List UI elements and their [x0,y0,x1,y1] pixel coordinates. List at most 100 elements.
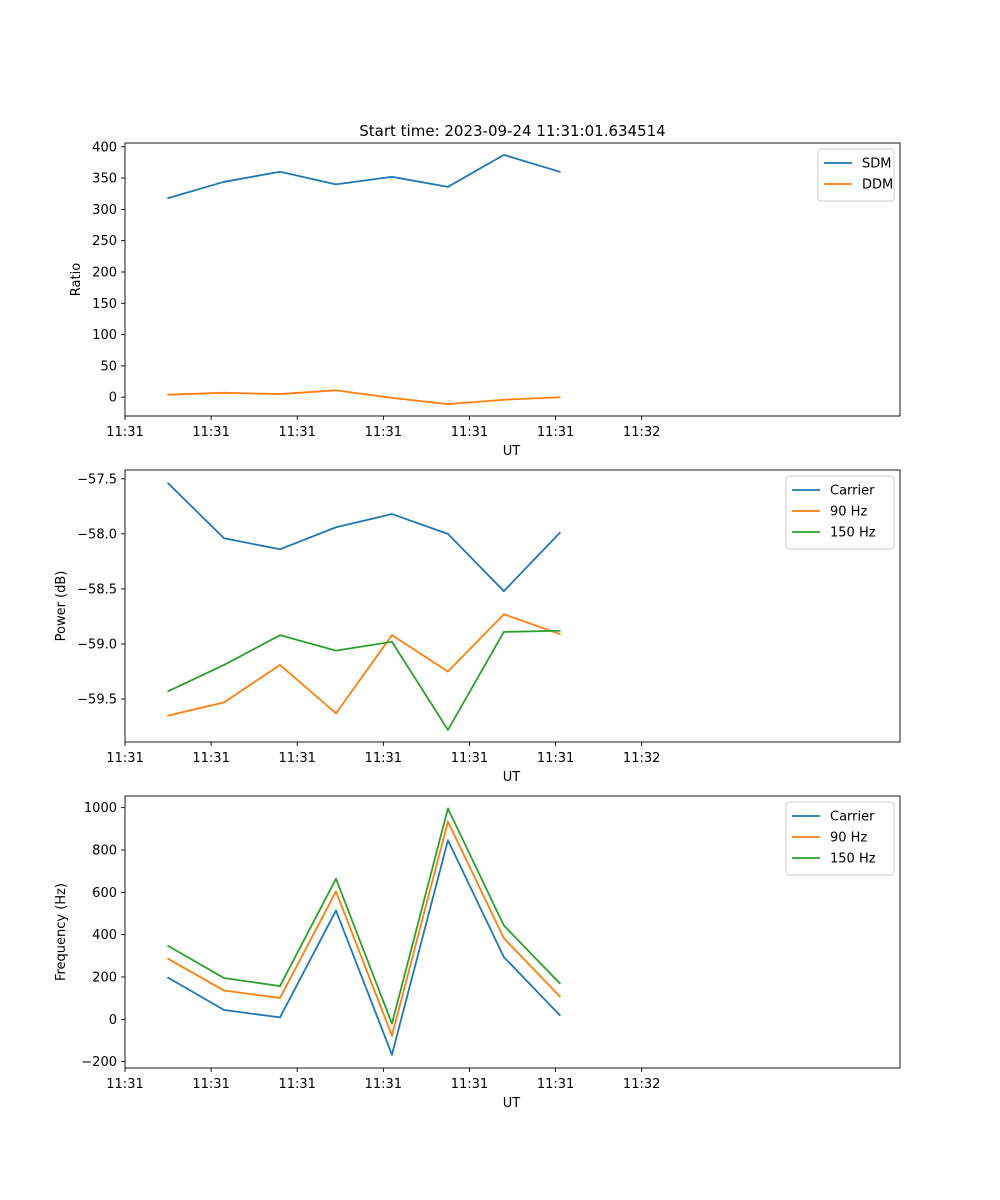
data-point-sdm [391,175,393,178]
data-point-90-hz [558,633,561,635]
x-tick-label: 11:31 [537,751,574,766]
data-point-150-hz [335,877,337,880]
plots: 11:31 11:31 11:31 11:31 11:31 11:31 11:32 0 50 10… [54,140,901,1111]
series-line-150-hz [167,629,560,731]
data-point-ddm [391,396,393,399]
y-tick-label: 600 [92,886,117,901]
y-tick-label: −59.0 [77,637,117,652]
x-tick-label: 11:31 [192,425,229,440]
data-point-150-hz [335,649,337,652]
data-point-ddm [223,391,225,394]
data-point-150-hz [223,977,225,979]
data-point-90-hz [279,664,281,666]
legend-label: Carrier [830,484,875,499]
data-point-150-hz [391,640,393,643]
data-point-150-hz [447,807,449,810]
y-tick-label: −58.0 [77,527,117,542]
data-point-90-hz [167,714,169,717]
data-point-carrier [391,1053,393,1056]
data-point-90-hz [223,989,225,992]
x-tick-label: 11:31 [451,1077,488,1092]
y-tick-label: −200 [81,1055,117,1070]
data-point-90-hz [391,634,393,637]
y-axis-label: Frequency (Hz) [54,883,69,981]
data-point-carrier [335,909,337,912]
data-point-150-hz [558,982,561,985]
y-tick-label: −59.5 [77,693,117,708]
data-point-150-hz [223,664,225,666]
data-point-sdm [335,183,337,186]
y-tick-label: 0 [109,1013,117,1028]
series-line-carrier [167,839,561,1056]
series-line-150-hz [167,807,561,1025]
x-tick-label: 11:32 [623,751,660,766]
data-point-carrier [167,976,169,979]
x-tick-label: 11:31 [106,425,143,440]
x-tick-label: 11:32 [623,1077,660,1092]
legend-ratio: SDM DDM [817,148,895,202]
y-tick-label: 400 [92,928,117,943]
x-tick-label: 11:31 [278,1077,315,1092]
data-point-90-hz [335,712,337,715]
y-tick-label: 800 [92,843,117,858]
x-axis-label: UT [503,770,521,785]
x-tick-label: 11:31 [365,1077,402,1092]
data-point-90-hz [502,937,505,940]
data-point-carrier [223,1009,225,1011]
legend-frequency: Carrier 90 Hz 150 Hz [785,801,895,876]
x-tick-label: 11:31 [537,425,574,440]
data-point-90-hz [279,997,281,999]
legend-power: Carrier 90 Hz 150 Hz [785,475,895,550]
y-tick-label: 200 [92,970,117,985]
data-point-carrier [447,839,449,842]
y-tick-label: 350 [92,172,117,187]
data-point-carrier [335,526,337,529]
x-axis-label: UT [503,444,521,459]
series-line-carrier [167,482,561,593]
data-point-carrier [391,513,393,515]
data-point-150-hz [167,690,169,693]
y-tick-label: 50 [100,359,117,374]
data-point-ddm [279,393,281,395]
series-line-90-hz [167,613,561,717]
figure-title: Start time: 2023-09-24 11:31:01.634514 [359,122,665,140]
x-tick-label: 11:32 [623,425,660,440]
axes-frame-ratio [124,142,901,417]
series-line-90-hz [167,820,561,1037]
legend-label: 150 Hz [830,526,876,541]
legend-label: SDM [862,157,891,172]
data-point-90-hz [223,701,225,704]
legend-box [785,475,895,550]
data-point-carrier [447,532,449,535]
data-point-90-hz [558,995,561,998]
data-point-90-hz [391,1034,393,1037]
data-point-90-hz [447,670,449,673]
data-point-carrier [279,1016,281,1019]
legend-label: DDM [862,178,893,193]
legend-box [785,801,895,876]
x-tick-label: 11:31 [106,1077,143,1092]
data-point-ddm [558,396,561,399]
data-point-carrier [279,548,281,551]
legend-label: 150 Hz [830,852,876,867]
data-point-sdm [558,170,561,173]
data-point-sdm [502,153,505,156]
x-tick-label: 11:31 [192,1077,229,1092]
data-point-90-hz [335,890,337,893]
x-tick-label: 11:31 [537,1077,574,1092]
data-point-sdm [279,170,281,173]
data-point-carrier [167,482,169,485]
data-point-carrier [502,956,505,958]
y-tick-label: −57.5 [77,472,117,487]
data-point-150-hz [447,728,449,731]
data-point-150-hz [391,1022,393,1025]
data-point-ddm [502,398,505,401]
data-point-150-hz [167,944,169,947]
x-tick-label: 11:31 [278,425,315,440]
y-tick-label: 0 [109,391,117,406]
y-tick-label: 150 [92,297,117,312]
legend-label: Carrier [830,810,875,825]
series-line-sdm [167,153,561,199]
chart-power: 11:31 11:31 11:31 11:31 11:31 11:31 11:32 −59.5… [54,469,901,785]
